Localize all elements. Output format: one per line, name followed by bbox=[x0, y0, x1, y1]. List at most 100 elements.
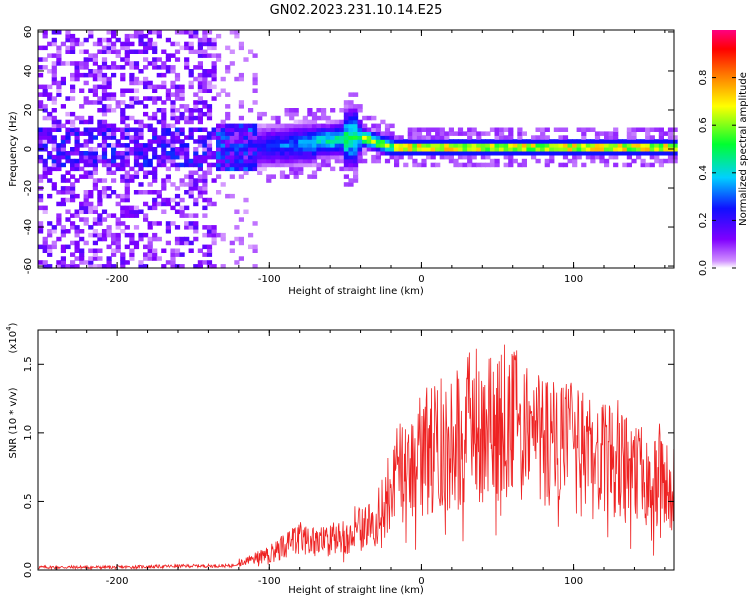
spectrogram-cell bbox=[65, 154, 71, 160]
spectrogram-cell bbox=[184, 45, 190, 51]
spectrogram-cell bbox=[60, 61, 66, 66]
spectrogram-y-tick-label: 60 bbox=[23, 26, 34, 39]
spectrogram-cell bbox=[279, 131, 286, 136]
spectrogram-cell bbox=[316, 108, 322, 113]
spectrogram-cell bbox=[129, 33, 135, 39]
spectrogram-cells bbox=[38, 30, 678, 269]
spectrogram-cell bbox=[120, 162, 126, 168]
spectrogram-cell bbox=[234, 139, 240, 144]
spectrogram-cell bbox=[380, 119, 386, 125]
spectrogram-cell bbox=[307, 158, 313, 164]
spectrogram-cell bbox=[339, 158, 345, 164]
spectrogram-cell bbox=[572, 158, 578, 164]
spectrogram-cell bbox=[585, 143, 591, 148]
spectrogram-cell bbox=[448, 127, 454, 132]
spectrogram-cell bbox=[83, 158, 89, 164]
spectrogram-cell bbox=[248, 232, 254, 238]
spectrogram-cell bbox=[604, 158, 610, 164]
spectrogram-cell bbox=[663, 158, 669, 164]
spectrogram-cell bbox=[353, 92, 359, 97]
spectrogram-cell bbox=[654, 154, 660, 160]
spectrogram-cell bbox=[138, 30, 144, 35]
spectrogram-cell bbox=[138, 100, 144, 105]
spectrogram-cell bbox=[248, 158, 254, 164]
spectrogram-cell bbox=[257, 151, 263, 156]
spectrogram-cell bbox=[184, 213, 190, 218]
spectrogram-cell bbox=[316, 123, 322, 129]
spectrogram-cell bbox=[348, 182, 354, 187]
spectrogram-cell bbox=[403, 162, 409, 168]
spectrogram-cell bbox=[293, 147, 299, 152]
spectrogram-cell bbox=[284, 127, 290, 132]
spectrogram-cell bbox=[211, 96, 217, 101]
spectrogram-cell bbox=[238, 174, 244, 179]
spectrogram-cell bbox=[576, 151, 582, 156]
spectrogram-cell bbox=[266, 135, 272, 140]
spectrogram-cell bbox=[457, 162, 464, 168]
spectrogram-cell bbox=[421, 162, 427, 168]
spectrogram-cell bbox=[576, 127, 582, 132]
spectrogram-cell bbox=[74, 147, 80, 152]
spectrogram-cell bbox=[47, 264, 53, 269]
spectrogram-cell bbox=[152, 201, 158, 207]
spectrogram-cell bbox=[197, 37, 203, 43]
spectrogram-cell bbox=[147, 80, 153, 86]
spectrogram-cell bbox=[147, 170, 153, 175]
spectrogram-cell bbox=[435, 131, 441, 136]
spectrogram-cell bbox=[74, 166, 80, 172]
spectrogram-cell bbox=[590, 143, 596, 148]
spectrogram-cell bbox=[604, 151, 610, 156]
spectrogram-cell bbox=[211, 236, 217, 242]
spectrogram-cell bbox=[266, 174, 272, 179]
spectrogram-cell bbox=[120, 151, 126, 156]
spectrogram-cell bbox=[51, 37, 57, 43]
spectrogram-cell bbox=[238, 151, 244, 156]
spectrogram-cell bbox=[42, 88, 48, 93]
spectrogram-cell bbox=[581, 127, 587, 132]
spectrogram-cell bbox=[485, 162, 491, 168]
spectrogram-cell bbox=[248, 135, 254, 140]
spectrogram-cell bbox=[174, 151, 181, 156]
spectrogram-cell bbox=[47, 232, 53, 238]
spectrogram-cell bbox=[343, 158, 349, 164]
spectrogram-cell bbox=[124, 45, 130, 51]
spectrogram-cell bbox=[334, 139, 340, 144]
spectrogram-cell bbox=[174, 139, 181, 144]
spectrogram-cell bbox=[138, 143, 144, 148]
spectrogram-cell bbox=[257, 123, 263, 129]
spectrogram-cell bbox=[348, 123, 354, 129]
spectrogram-cell bbox=[343, 162, 349, 168]
spectrogram-cell bbox=[202, 37, 208, 43]
spectrogram-cell bbox=[252, 53, 258, 58]
spectrogram-cell bbox=[47, 139, 53, 144]
spectrogram-cell bbox=[120, 127, 126, 132]
spectrogram-cell bbox=[143, 84, 149, 90]
spectrogram-cell bbox=[165, 69, 171, 74]
spectrogram-cell bbox=[202, 111, 208, 117]
spectrogram-cell bbox=[457, 154, 464, 160]
spectrogram-cell bbox=[302, 127, 308, 132]
spectrogram-cell bbox=[353, 131, 359, 136]
spectrogram-cell bbox=[88, 69, 94, 74]
spectrogram-cell bbox=[206, 30, 213, 35]
spectrogram-cell bbox=[293, 151, 299, 156]
spectrogram-cell bbox=[279, 127, 286, 132]
spectrogram-cell bbox=[394, 135, 400, 140]
spectrogram-cell bbox=[60, 104, 66, 109]
spectrogram-cell bbox=[38, 143, 44, 148]
spectrogram-cell bbox=[193, 139, 199, 144]
spectrogram-cell bbox=[106, 76, 112, 82]
spectrogram-cell bbox=[188, 30, 194, 35]
spectrogram-cell bbox=[60, 154, 66, 160]
spectrogram-cell bbox=[152, 127, 158, 132]
spectrogram-x-tick-label: -100 bbox=[258, 274, 281, 285]
spectrogram-cell bbox=[106, 92, 112, 97]
spectrogram-cell bbox=[202, 182, 208, 187]
spectrogram-cell bbox=[248, 244, 254, 250]
spectrogram-cell bbox=[179, 209, 185, 214]
spectrogram-cell bbox=[403, 147, 409, 152]
colorbar-tick-label: 0.8 bbox=[698, 70, 709, 86]
snr-x-tick-label: -200 bbox=[106, 576, 129, 587]
spectrogram-cell bbox=[101, 65, 108, 70]
spectrogram-cell bbox=[133, 240, 140, 246]
